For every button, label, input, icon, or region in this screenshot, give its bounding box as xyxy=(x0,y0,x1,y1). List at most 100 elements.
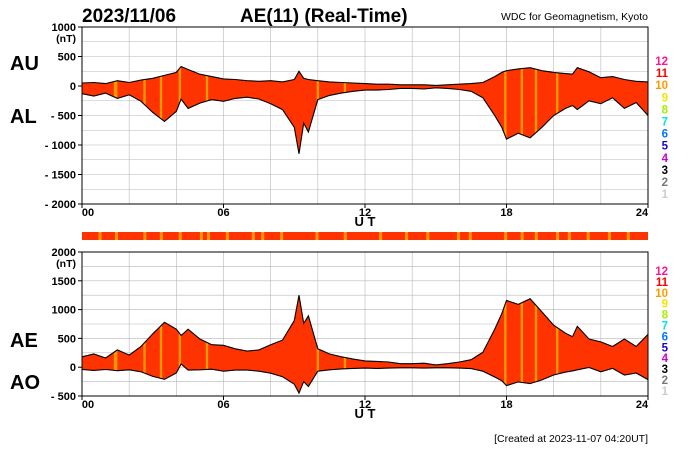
strip-band xyxy=(556,232,560,240)
strip-band xyxy=(225,232,229,240)
x-tick-label: 12 xyxy=(359,207,371,219)
legend-station-count: 9 xyxy=(662,92,668,104)
y-tick-label: - 500 xyxy=(51,391,76,403)
strip-band xyxy=(199,232,203,240)
legend-station-count: 9 xyxy=(662,299,668,311)
y-tick-label: 1000 xyxy=(52,22,76,34)
y-tick-label: 1500 xyxy=(52,276,76,288)
strip-band xyxy=(159,232,163,240)
legend-station-count: 2 xyxy=(662,177,668,189)
strip-band xyxy=(315,232,319,240)
legend-station-count: 8 xyxy=(662,104,669,116)
y-tick-label: - 1500 xyxy=(45,170,76,182)
strip-band xyxy=(343,232,347,240)
y-tick-label: - 2000 xyxy=(45,199,76,211)
x-tick-label: 12 xyxy=(359,399,371,411)
station-count-band xyxy=(556,295,559,394)
legend-station-count: 10 xyxy=(655,80,668,92)
strip-band xyxy=(98,232,102,240)
station-count-band xyxy=(143,295,146,394)
legend-station-count: 6 xyxy=(662,331,668,343)
station-count-band xyxy=(159,66,163,154)
au-al-panel: 1000 500 0 - 500 - 1000 - 1500 - 2000 (nT) 00 06 1… xyxy=(10,22,649,229)
station-count-band xyxy=(159,295,163,394)
strip-band xyxy=(280,232,284,240)
chart-title: AE(11) (Real-Time) xyxy=(240,6,408,27)
legend-station-count: 11 xyxy=(656,277,669,289)
legend-station-count: 5 xyxy=(662,141,669,153)
legend-station-count: 6 xyxy=(662,129,668,141)
legend-station-count: 5 xyxy=(662,342,669,354)
x-axis-label: U T xyxy=(355,214,376,229)
station-count-band xyxy=(178,295,182,394)
unit-label: (nT) xyxy=(56,258,76,270)
legend-station-count: 1 xyxy=(662,189,669,201)
legend-station-count: 10 xyxy=(655,288,668,300)
strip-band xyxy=(261,232,265,240)
legend-station-count: 7 xyxy=(662,321,668,333)
x-tick-label: 00 xyxy=(82,207,94,219)
series-label-ae: AE xyxy=(10,330,38,352)
station-count-band xyxy=(556,66,559,154)
strip-band xyxy=(626,232,630,240)
series-label-ao: AO xyxy=(10,372,40,394)
chart-date: 2023/11/06 xyxy=(82,6,176,27)
strip-band xyxy=(504,232,508,240)
legend-station-count: 8 xyxy=(662,310,669,322)
x-tick-label: 24 xyxy=(636,207,649,219)
y-tick-label: - 1000 xyxy=(45,140,76,152)
strip-band xyxy=(534,232,538,240)
strip-band xyxy=(567,232,571,240)
legend-station-count: 7 xyxy=(662,117,668,129)
legend-station-count: 4 xyxy=(662,153,669,165)
strip-band xyxy=(143,232,147,240)
strip-band xyxy=(520,232,524,240)
x-tick-label: 00 xyxy=(82,399,94,411)
y-tick-label: 2000 xyxy=(52,247,76,259)
station-count-band xyxy=(205,295,209,394)
legend-station-count: 3 xyxy=(662,165,668,177)
legend-station-count: 3 xyxy=(662,364,668,376)
series-line-al xyxy=(81,87,649,154)
created-timestamp: [Created at 2023-11-07 04:20UT] xyxy=(494,433,648,445)
station-count-band xyxy=(504,295,507,394)
x-tick-label: 06 xyxy=(217,399,229,411)
series-line-ao xyxy=(81,363,649,395)
series-line-au xyxy=(81,65,649,86)
strip-band xyxy=(178,232,182,240)
y-tick-label: 0 xyxy=(70,81,76,93)
legend-station-count: 1 xyxy=(662,386,669,398)
strip-band xyxy=(456,232,460,240)
strip-band xyxy=(607,232,611,240)
x-tick-label: 18 xyxy=(500,207,512,219)
x-tick-label: 06 xyxy=(217,207,229,219)
strip-band xyxy=(426,232,430,240)
strip-band xyxy=(586,232,590,240)
ae-ao-panel: 2000 1500 1000 500 0 - 500 (nT) 00 06 12 18 24 U T AE… xyxy=(10,247,649,421)
x-tick-label: 18 xyxy=(500,399,512,411)
y-tick-label: 500 xyxy=(58,333,76,345)
y-tick-label: - 500 xyxy=(51,111,76,123)
y-tick-label: 1000 xyxy=(52,305,76,317)
unit-label: (nT) xyxy=(56,33,76,45)
station-count-band xyxy=(534,66,538,154)
station-count-band xyxy=(534,295,538,394)
strip-band xyxy=(379,232,383,240)
y-tick-label: 500 xyxy=(58,52,76,64)
station-count-band xyxy=(520,295,524,394)
series-line-ae xyxy=(81,295,649,366)
legend-station-count: 12 xyxy=(655,56,668,68)
legend-station-count: 12 xyxy=(655,266,668,278)
x-axis-label: U T xyxy=(355,406,376,421)
y-tick-label: 0 xyxy=(70,362,76,374)
series-label-au: AU xyxy=(10,53,39,75)
strip-band xyxy=(115,232,119,240)
x-tick-label: 24 xyxy=(636,399,649,411)
strip-band xyxy=(251,232,255,240)
legend-station-count: 2 xyxy=(662,375,668,387)
strip-band xyxy=(405,232,409,240)
legend-station-count: 4 xyxy=(662,353,669,365)
strip-base xyxy=(82,232,648,240)
